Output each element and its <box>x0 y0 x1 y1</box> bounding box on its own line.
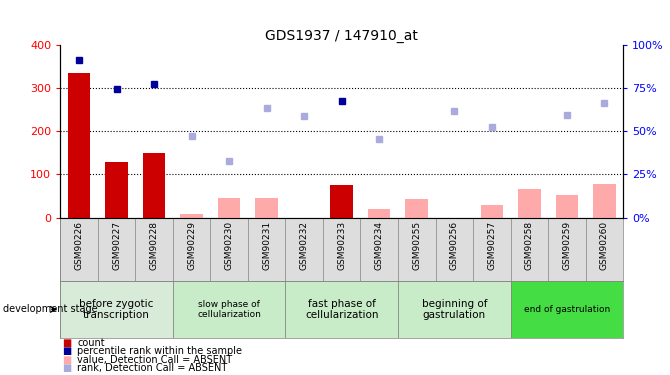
Text: GSM90233: GSM90233 <box>337 220 346 270</box>
Bar <box>173 281 285 338</box>
Text: beginning of
gastrulation: beginning of gastrulation <box>421 298 487 320</box>
Bar <box>218 198 241 217</box>
Text: GSM90256: GSM90256 <box>450 220 459 270</box>
Text: ■: ■ <box>62 363 72 373</box>
Text: GSM90230: GSM90230 <box>224 220 234 270</box>
Bar <box>255 198 278 217</box>
Bar <box>593 184 616 218</box>
Text: end of gastrulation: end of gastrulation <box>524 305 610 314</box>
Text: development stage: development stage <box>3 304 98 314</box>
Text: ■: ■ <box>62 355 72 364</box>
Bar <box>555 195 578 217</box>
Bar <box>285 281 398 338</box>
Text: GSM90226: GSM90226 <box>74 220 84 270</box>
Bar <box>143 153 165 218</box>
Text: rank, Detection Call = ABSENT: rank, Detection Call = ABSENT <box>77 363 227 373</box>
Text: count: count <box>77 338 105 348</box>
Text: GSM90232: GSM90232 <box>299 220 309 270</box>
Bar <box>511 281 623 338</box>
Bar <box>398 281 511 338</box>
Bar <box>405 200 428 217</box>
Text: GSM90234: GSM90234 <box>375 220 384 270</box>
Text: GSM90260: GSM90260 <box>600 220 609 270</box>
Bar <box>368 209 391 218</box>
Text: ■: ■ <box>62 346 72 356</box>
Title: GDS1937 / 147910_at: GDS1937 / 147910_at <box>265 28 418 43</box>
Text: GSM90228: GSM90228 <box>149 220 159 270</box>
Text: GSM90229: GSM90229 <box>187 220 196 270</box>
Bar <box>180 214 203 217</box>
Text: before zygotic
transcription: before zygotic transcription <box>79 298 154 320</box>
Bar <box>68 73 90 217</box>
Text: value, Detection Call = ABSENT: value, Detection Call = ABSENT <box>77 355 232 364</box>
Text: GSM90259: GSM90259 <box>562 220 572 270</box>
Text: slow phase of
cellularization: slow phase of cellularization <box>197 300 261 319</box>
Text: GSM90258: GSM90258 <box>525 220 534 270</box>
Text: percentile rank within the sample: percentile rank within the sample <box>77 346 242 356</box>
Bar <box>105 162 128 218</box>
Text: GSM90231: GSM90231 <box>262 220 271 270</box>
Bar <box>330 185 353 218</box>
Text: fast phase of
cellularization: fast phase of cellularization <box>305 298 379 320</box>
Bar <box>518 189 541 217</box>
Text: GSM90227: GSM90227 <box>112 220 121 270</box>
Text: GSM90257: GSM90257 <box>487 220 496 270</box>
Bar <box>480 206 503 218</box>
Text: ■: ■ <box>62 338 72 348</box>
Bar <box>60 281 173 338</box>
Text: GSM90255: GSM90255 <box>412 220 421 270</box>
